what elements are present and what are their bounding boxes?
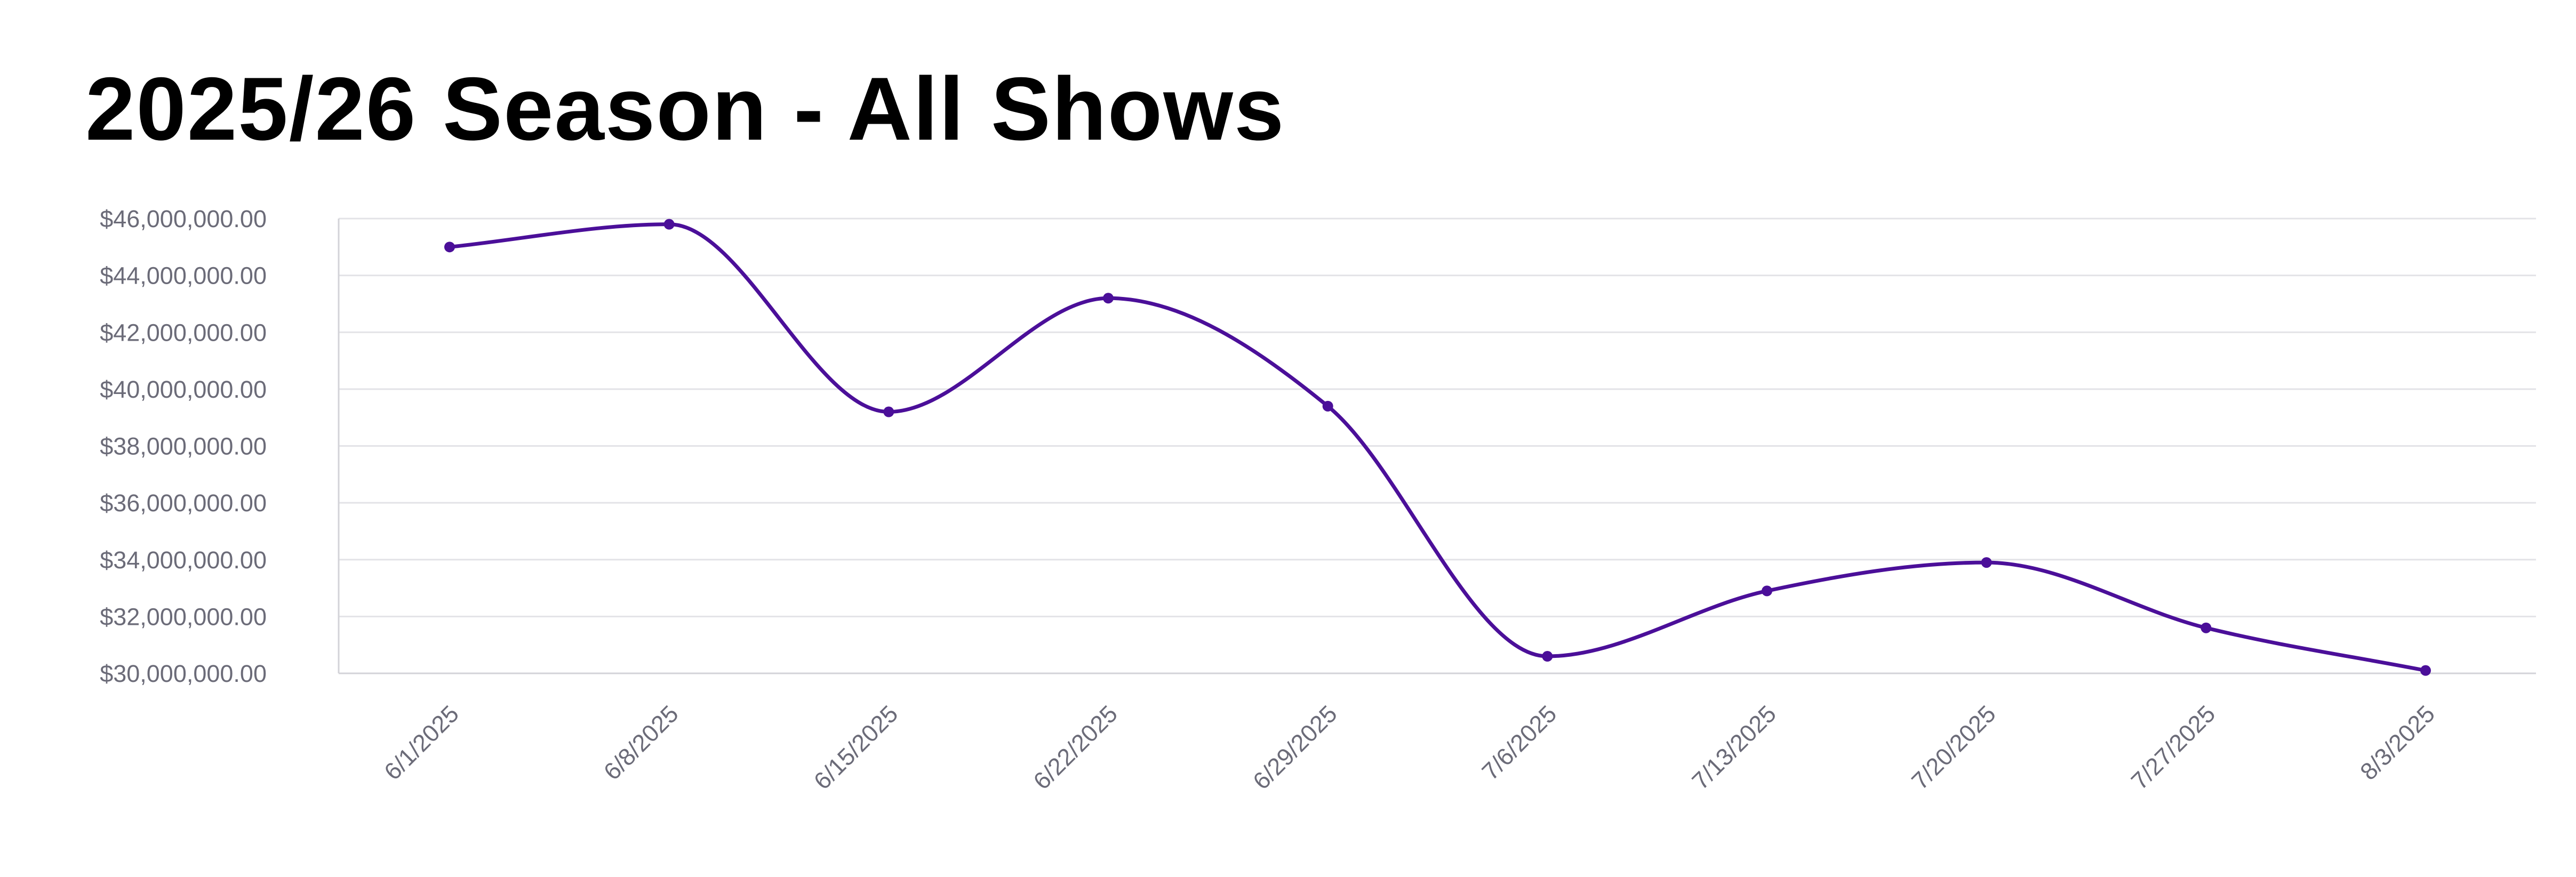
y-tick-label: $42,000,000.00	[100, 319, 267, 346]
data-point[interactable]	[1103, 293, 1114, 304]
x-tick-label: 8/3/2025	[2355, 700, 2440, 785]
data-point[interactable]	[663, 219, 675, 230]
x-tick-label: 6/22/2025	[1028, 700, 1123, 795]
data-point[interactable]	[2201, 622, 2212, 633]
data-point[interactable]	[1542, 651, 1553, 662]
data-point[interactable]	[1981, 557, 1992, 568]
x-tick-label: 6/15/2025	[809, 700, 903, 795]
x-tick-label: 7/27/2025	[2126, 700, 2221, 795]
series	[444, 219, 2431, 676]
y-tick-label: $34,000,000.00	[100, 546, 267, 574]
y-axis-tick-labels: $30,000,000.00 $32,000,000.00 $34,000,000.…	[100, 205, 267, 687]
data-point[interactable]	[444, 242, 455, 253]
x-tick-label: 7/6/2025	[1476, 700, 1562, 785]
y-tick-label: $46,000,000.00	[100, 205, 267, 232]
data-point[interactable]	[883, 406, 894, 417]
y-tick-label: $30,000,000.00	[100, 660, 267, 687]
x-tick-label: 6/29/2025	[1247, 700, 1342, 795]
x-tick-label: 6/8/2025	[598, 700, 684, 785]
data-point[interactable]	[2420, 665, 2431, 676]
chart-title: 2025/26 Season - All Shows	[85, 59, 1285, 159]
x-tick-label: 7/20/2025	[1906, 700, 2001, 795]
x-tick-label: 6/1/2025	[379, 700, 464, 785]
x-tick-label: 7/13/2025	[1686, 700, 1781, 795]
y-tick-label: $40,000,000.00	[100, 376, 267, 403]
data-point[interactable]	[1762, 585, 1772, 597]
grid-lines	[339, 218, 2536, 674]
y-tick-label: $44,000,000.00	[100, 262, 267, 289]
data-point[interactable]	[1322, 400, 1333, 412]
x-axis-tick-labels: 6/1/2025 6/8/2025 6/15/2025 6/22/2025 6/29/2…	[379, 700, 2440, 795]
series-line	[447, 222, 2428, 673]
y-tick-label: $32,000,000.00	[100, 603, 267, 630]
y-tick-label: $38,000,000.00	[100, 433, 267, 460]
y-tick-label: $36,000,000.00	[100, 489, 267, 517]
